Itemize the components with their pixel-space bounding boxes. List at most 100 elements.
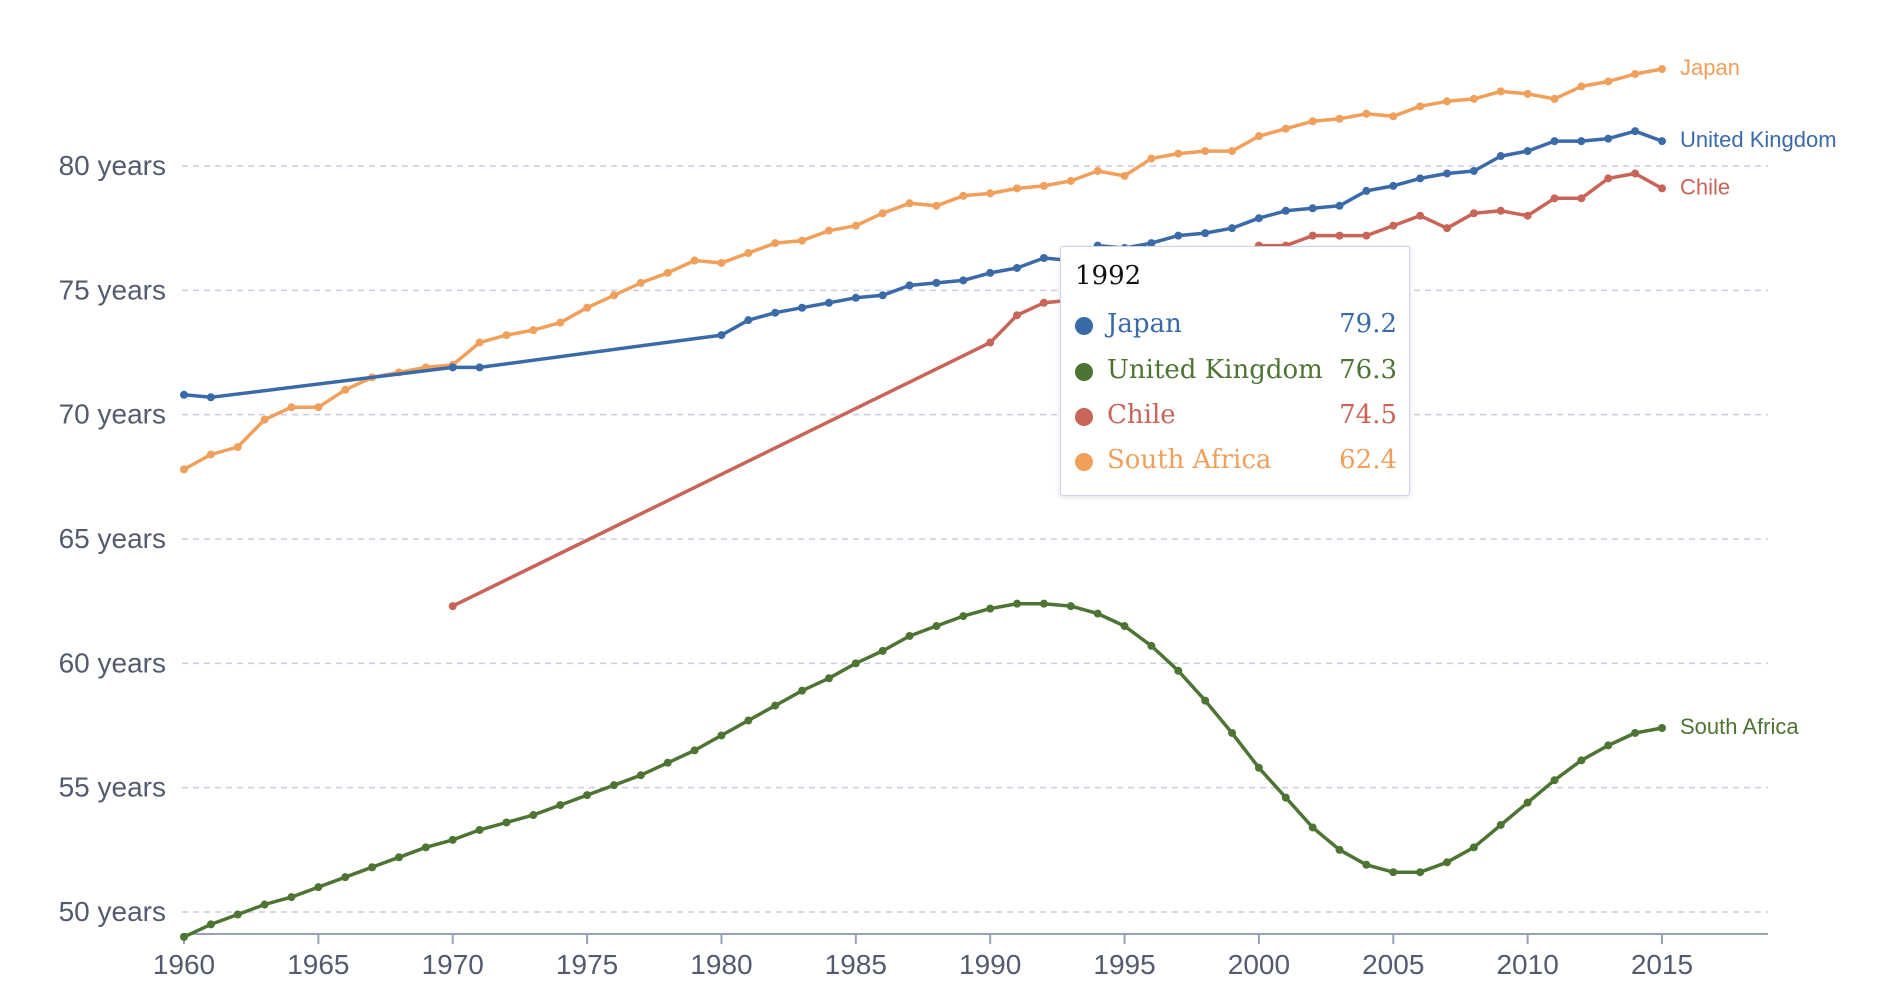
tooltip-series-name: South Africa (1107, 445, 1272, 475)
data-point-chile (1469, 209, 1478, 218)
data-point-japan (878, 209, 887, 218)
data-point-united-kingdom (206, 393, 215, 402)
series-chile (448, 169, 1666, 611)
y-tick-label: 50 years (59, 896, 166, 927)
data-point-south-africa (1443, 858, 1452, 867)
data-point-chile (986, 338, 995, 347)
data-point-japan (1658, 65, 1666, 74)
tooltip-series-name: Japan (1107, 309, 1182, 339)
data-point-south-africa (1523, 798, 1532, 807)
data-point-united-kingdom (180, 390, 188, 399)
data-point-south-africa (798, 686, 807, 695)
data-point-south-africa (609, 781, 618, 790)
data-point-japan (1550, 94, 1559, 103)
data-point-south-africa (1631, 728, 1640, 737)
data-point-japan (1631, 69, 1640, 78)
data-point-united-kingdom (1308, 204, 1317, 213)
data-point-japan (1174, 149, 1183, 158)
data-point-south-africa (959, 612, 968, 621)
tooltip-row-south-africa: South Africa 62.4 (1075, 445, 1397, 479)
data-point-chile (1523, 211, 1532, 220)
x-tick-label: 1975 (556, 949, 618, 980)
data-point-japan (1335, 114, 1344, 123)
data-point-united-kingdom (1577, 137, 1586, 146)
data-point-united-kingdom (744, 316, 753, 325)
data-point-japan (1523, 89, 1532, 98)
data-point-south-africa (771, 701, 780, 710)
data-point-south-africa (905, 631, 914, 640)
data-point-south-africa (180, 932, 188, 941)
tooltip-row-united-kingdom: United Kingdom 76.3 (1075, 355, 1397, 389)
data-point-united-kingdom (932, 278, 941, 287)
data-point-south-africa (556, 801, 565, 810)
data-point-japan (1469, 94, 1478, 103)
tooltip-row-chile: Chile 74.5 (1075, 400, 1397, 434)
data-point-south-africa (1013, 599, 1022, 608)
gridlines (182, 165, 1768, 913)
data-point-japan (1201, 147, 1210, 156)
data-point-united-kingdom (1254, 214, 1263, 223)
data-point-south-africa (1496, 820, 1505, 829)
series-end-label: Chile (1680, 174, 1730, 199)
data-point-united-kingdom (1174, 231, 1183, 240)
data-point-japan (1496, 87, 1505, 96)
data-point-south-africa (1039, 599, 1048, 608)
data-point-south-africa (1550, 776, 1559, 785)
series-line-chile (451, 171, 1663, 608)
data-point-japan (609, 291, 618, 300)
y-tick-label: 65 years (59, 523, 166, 554)
data-point-south-africa (1469, 843, 1478, 852)
data-point-united-kingdom (1147, 239, 1156, 248)
data-point-japan (1066, 176, 1075, 185)
series-end-label: Japan (1680, 55, 1740, 80)
data-point-south-africa (583, 791, 592, 800)
data-point-chile (1389, 221, 1398, 230)
series-japan (180, 65, 1666, 474)
data-point-japan (1013, 184, 1022, 193)
data-point-japan (1416, 102, 1425, 111)
data-point-south-africa (824, 674, 833, 683)
data-point-chile (1496, 206, 1505, 215)
data-point-japan (287, 403, 296, 412)
data-point-japan (905, 199, 914, 208)
data-point-chile (1335, 231, 1344, 240)
data-point-chile (1362, 231, 1371, 240)
data-point-japan (1228, 147, 1237, 156)
data-point-south-africa (1604, 741, 1613, 750)
data-point-japan (986, 189, 995, 198)
data-point-south-africa (314, 883, 323, 892)
data-point-chile (1577, 194, 1586, 203)
data-point-japan (744, 249, 753, 258)
y-tick-label: 75 years (59, 274, 166, 305)
data-point-south-africa (1120, 622, 1129, 631)
data-point-south-africa (1228, 728, 1237, 737)
data-point-japan (1093, 166, 1102, 175)
data-point-united-kingdom (1443, 169, 1452, 178)
x-tick-label: 1995 (1093, 949, 1155, 980)
data-point-south-africa (878, 646, 887, 655)
x-tick-label: 2010 (1496, 949, 1558, 980)
series-lines (180, 65, 1666, 941)
tooltip-row-japan: Japan 79.2 (1075, 309, 1397, 343)
data-point-united-kingdom (824, 298, 833, 307)
y-axis: 50 years 55 years 60 years 65 years 70 years… (59, 150, 166, 927)
series-end-labels: Japan United Kingdom Chile South Africa (1680, 55, 1837, 739)
tooltip-series-value: 74.5 (1339, 400, 1397, 430)
tooltip-series-value: 62.4 (1339, 445, 1397, 475)
data-point-japan (1308, 117, 1317, 126)
data-point-south-africa (1066, 602, 1075, 611)
tooltip-series-value: 76.3 (1339, 355, 1397, 385)
data-point-japan (851, 221, 860, 230)
data-point-united-kingdom (1281, 206, 1290, 215)
data-point-south-africa (233, 910, 242, 919)
series-line-south-africa (183, 601, 1663, 939)
series-line-japan (183, 67, 1663, 471)
data-point-south-africa (744, 716, 753, 725)
data-point-south-africa (448, 835, 457, 844)
data-point-japan (932, 201, 941, 210)
data-point-united-kingdom (475, 363, 484, 372)
data-point-south-africa (1281, 793, 1290, 802)
tooltip-series-name: Chile (1107, 400, 1176, 430)
data-point-japan (1604, 77, 1613, 86)
